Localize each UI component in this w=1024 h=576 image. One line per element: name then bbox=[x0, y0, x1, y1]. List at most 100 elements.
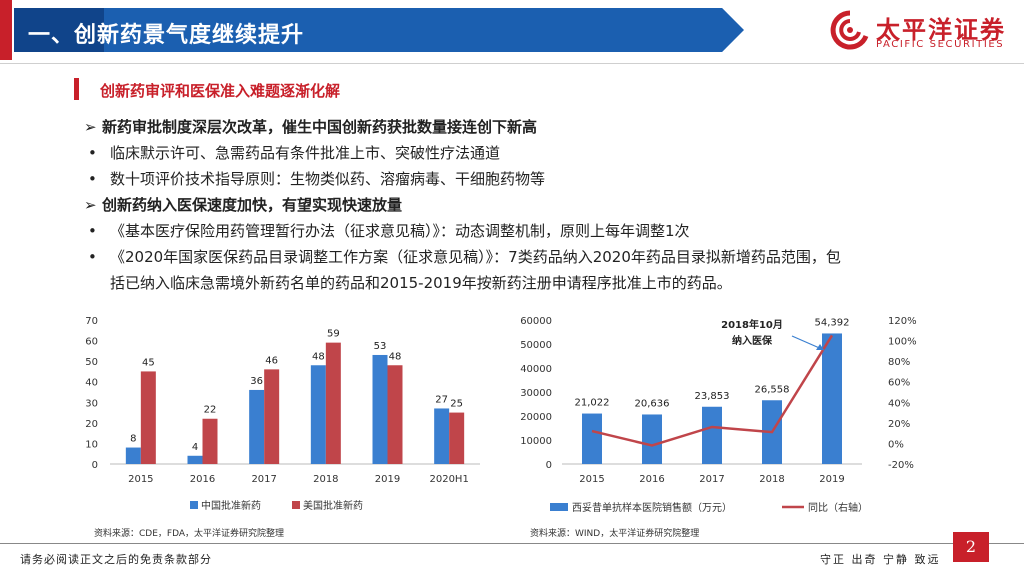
y-left-tick-label: 0 bbox=[546, 460, 552, 471]
data-label: 25 bbox=[450, 399, 463, 410]
data-label: 23,853 bbox=[695, 391, 730, 402]
data-label: 20,636 bbox=[635, 398, 670, 409]
data-label: 4 bbox=[192, 442, 198, 453]
y-right-tick-label: 120% bbox=[888, 316, 917, 327]
y-left-tick-label: 60000 bbox=[520, 316, 552, 327]
x-tick-label: 2016 bbox=[190, 474, 215, 485]
bullet-item: • 《2020年国家医保药品目录调整工作方案（征求意见稿）》：7类药品纳入2020… bbox=[82, 244, 982, 270]
bar bbox=[449, 412, 465, 464]
y-left-tick-label: 10000 bbox=[520, 436, 552, 447]
y-right-tick-label: 40% bbox=[888, 398, 910, 409]
section-subtitle: 创新药审评和医保准入难题逐渐化解 bbox=[100, 82, 341, 100]
data-label: 27 bbox=[435, 394, 448, 405]
bullet-item: • 临床默示许可、急需药品有条件批准上市、突破性疗法通道 bbox=[82, 140, 982, 166]
y-tick-label: 0 bbox=[92, 460, 98, 471]
bar bbox=[434, 408, 450, 464]
y-right-tick-label: 0% bbox=[888, 439, 904, 450]
data-label: 59 bbox=[327, 329, 340, 340]
bullet-text: 《2020年国家医保药品目录调整工作方案（征求意见稿）》：7类药品纳入2020年… bbox=[110, 248, 841, 266]
bar bbox=[187, 455, 203, 464]
title-bar-shade bbox=[14, 8, 104, 52]
data-label: 8 bbox=[130, 434, 136, 445]
bullet-marker: • bbox=[88, 248, 97, 266]
bar bbox=[372, 354, 388, 464]
bullet-item: • 《基本医疗保险用药管理暂行办法（征求意见稿）》：动态调整机制，原则上每年调整1… bbox=[82, 218, 982, 244]
bar bbox=[202, 418, 218, 464]
x-tick-label: 2019 bbox=[375, 474, 400, 485]
logo-mark-icon bbox=[830, 10, 869, 50]
bullet-item: ➢ 新药审批制度深层次改革，催生中国创新药获批数量接连创下新高 bbox=[82, 114, 982, 140]
footer-motto: 守正 出奇 宁静 致远 bbox=[820, 553, 941, 566]
y-tick-label: 60 bbox=[85, 337, 98, 348]
right-chart-source: 资料来源：WIND，太平洋证券研究院整理 bbox=[530, 529, 700, 539]
bullet-item: 括已纳入临床急需境外新药名单的药品和2015-2019年按新药注册申请程序批准上… bbox=[82, 270, 982, 296]
x-tick-label: 2018 bbox=[759, 474, 784, 485]
y-tick-label: 20 bbox=[85, 419, 98, 430]
bullet-item: • 数十项评价技术指导原则：生物类似药、溶瘤病毒、干细胞药物等 bbox=[82, 166, 982, 192]
legend-swatch bbox=[550, 503, 568, 511]
bullet-text: 临床默示许可、急需药品有条件批准上市、突破性疗法通道 bbox=[110, 144, 501, 162]
data-label: 45 bbox=[142, 357, 155, 368]
x-tick-label: 2019 bbox=[819, 474, 844, 485]
y-right-tick-label: 100% bbox=[888, 337, 917, 348]
data-label: 26,558 bbox=[755, 384, 790, 395]
y-tick-label: 30 bbox=[85, 398, 98, 409]
bullet-text: 创新药纳入医保速度加快，有望实现快速放量 bbox=[102, 196, 403, 214]
bullet-list: ➢ 新药审批制度深层次改革，催生中国创新药获批数量接连创下新高 • 临床默示许可、急需… bbox=[82, 114, 982, 296]
x-tick-label: 2015 bbox=[128, 474, 153, 485]
legend-swatch bbox=[190, 501, 198, 509]
bullet-marker: ➢ bbox=[84, 118, 97, 136]
logo-chinese-name: 太平洋证券 bbox=[876, 16, 1006, 44]
bar bbox=[702, 406, 722, 464]
y-left-tick-label: 20000 bbox=[520, 412, 552, 423]
bar bbox=[325, 342, 341, 464]
bar bbox=[822, 333, 842, 464]
y-left-tick-label: 50000 bbox=[520, 340, 552, 351]
header-divider bbox=[0, 63, 1024, 64]
company-logo: 太平洋证券 PACIFIC SECURITIES bbox=[830, 8, 1020, 54]
bar bbox=[582, 413, 602, 464]
data-label: 46 bbox=[265, 355, 278, 366]
y-tick-label: 10 bbox=[85, 439, 98, 450]
legend-label: 同比（右轴） bbox=[808, 501, 868, 514]
bullet-marker: ➢ bbox=[84, 196, 97, 214]
page-title: 一、创新药景气度继续提升 bbox=[28, 23, 305, 48]
data-label: 22 bbox=[204, 405, 217, 416]
y-right-tick-label: 60% bbox=[888, 378, 910, 389]
annotation-line2: 纳入医保 bbox=[732, 334, 773, 347]
y-right-tick-label: 80% bbox=[888, 357, 910, 368]
x-tick-label: 2017 bbox=[699, 474, 724, 485]
bullet-text: 新药审批制度深层次改革，催生中国创新药获批数量接连创下新高 bbox=[102, 118, 538, 136]
subtitle-marker bbox=[74, 78, 79, 100]
y-left-tick-label: 30000 bbox=[520, 388, 552, 399]
data-label: 36 bbox=[250, 376, 263, 387]
data-label: 48 bbox=[389, 351, 402, 362]
footer-disclaimer: 请务必阅读正文之后的免责条款部分 bbox=[20, 553, 212, 566]
data-label: 48 bbox=[312, 351, 325, 362]
y-right-tick-label: 20% bbox=[888, 419, 910, 430]
bar bbox=[140, 371, 156, 464]
title-bar bbox=[14, 8, 744, 52]
cetuximab-sales-chart: 0 10000 20000 30000 40000 50000 60000 -20% 0% 20%… bbox=[520, 316, 917, 514]
legend-label: 西妥昔单抗样本医院销售额（万元） bbox=[572, 501, 732, 514]
legend-label: 美国批准新药 bbox=[303, 499, 363, 512]
bar bbox=[125, 447, 141, 464]
yoy-line bbox=[591, 334, 834, 447]
data-label: 21,022 bbox=[575, 398, 610, 409]
y-right-tick-label: -20% bbox=[888, 460, 914, 471]
bullet-text: 数十项评价技术指导原则：生物类似药、溶瘤病毒、干细胞药物等 bbox=[110, 170, 546, 188]
bar bbox=[264, 369, 280, 464]
y-tick-label: 50 bbox=[85, 357, 98, 368]
legend-label: 中国批准新药 bbox=[201, 499, 261, 512]
bullet-marker: • bbox=[88, 144, 97, 162]
bar bbox=[642, 414, 662, 464]
left-chart-source: 资料来源：CDE，FDA，太平洋证券研究院整理 bbox=[94, 529, 285, 539]
annotation-line1: 2018年10月 bbox=[721, 318, 783, 331]
annotation-arrowhead bbox=[816, 344, 824, 350]
bar bbox=[310, 365, 326, 464]
legend-swatch bbox=[292, 501, 300, 509]
data-label: 53 bbox=[374, 341, 387, 352]
bar bbox=[387, 365, 403, 464]
title-band: 一、创新药景气度继续提升 bbox=[0, 0, 755, 60]
